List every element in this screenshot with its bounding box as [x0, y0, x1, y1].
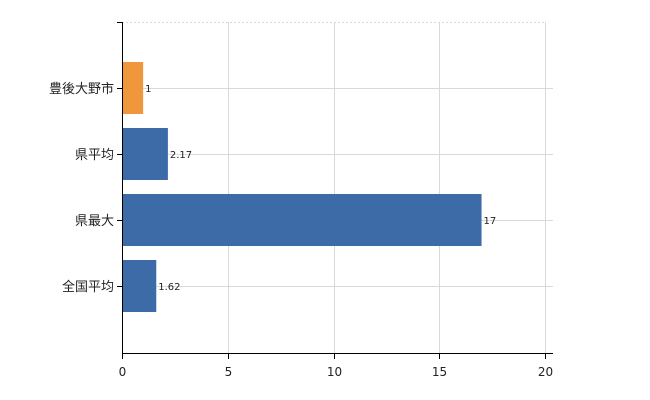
- x-tick-label: 15: [432, 365, 447, 379]
- data-label: 1.62: [158, 282, 180, 293]
- data-label: 2.17: [170, 150, 192, 161]
- x-tick-label: 5: [225, 365, 233, 379]
- bars: [122, 62, 482, 312]
- bar: [122, 62, 144, 114]
- category-label: 県最大: [75, 214, 114, 229]
- category-label: 豊後大野市: [49, 81, 114, 97]
- x-tick-label: 20: [538, 365, 553, 379]
- axes: [117, 22, 553, 359]
- bar: [122, 260, 157, 312]
- category-label: 県平均: [75, 148, 114, 163]
- x-tick-label: 10: [327, 365, 342, 379]
- labels: 1 豊後大野市 2.17 県平均 17 県最大 1.62 全国平均 0 5 10 15 20: [49, 81, 553, 379]
- bar: [122, 194, 482, 246]
- data-label: 17: [484, 216, 497, 227]
- gridlines: [122, 22, 553, 353]
- category-label: 全国平均: [62, 279, 114, 295]
- data-label: 1: [145, 84, 151, 95]
- x-tick-label: 0: [119, 365, 127, 379]
- bar: [122, 128, 168, 180]
